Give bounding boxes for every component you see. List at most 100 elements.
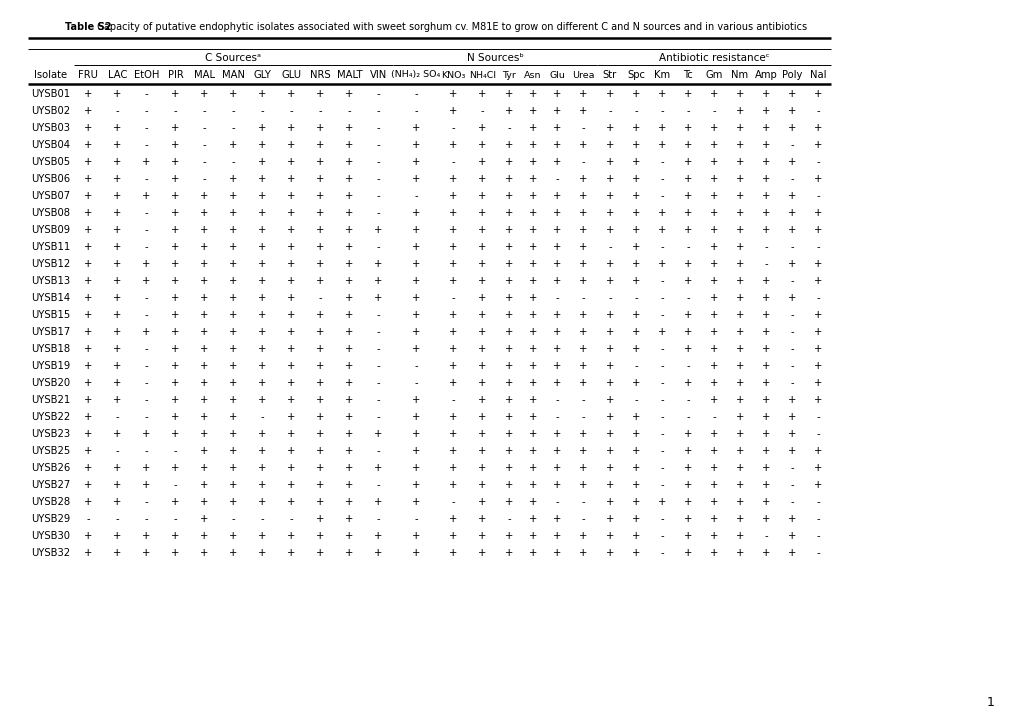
- Text: -: -: [634, 361, 637, 371]
- Text: -: -: [634, 395, 637, 405]
- Text: +: +: [412, 463, 420, 473]
- Text: +: +: [478, 395, 486, 405]
- Text: -: -: [790, 463, 793, 473]
- Text: -: -: [815, 548, 819, 558]
- Text: +: +: [316, 361, 324, 371]
- Text: +: +: [631, 208, 640, 218]
- Text: +: +: [761, 548, 769, 558]
- Text: +: +: [316, 140, 324, 150]
- Text: +: +: [761, 310, 769, 320]
- Text: +: +: [605, 310, 613, 320]
- Text: +: +: [504, 548, 513, 558]
- Text: +: +: [813, 140, 821, 150]
- Text: +: +: [504, 242, 513, 252]
- Text: +: +: [709, 123, 717, 133]
- Text: +: +: [200, 531, 209, 541]
- Text: -: -: [686, 242, 689, 252]
- Text: -: -: [145, 89, 148, 99]
- Text: +: +: [528, 242, 537, 252]
- Text: +: +: [761, 327, 769, 337]
- Text: +: +: [787, 446, 796, 456]
- Text: +: +: [813, 463, 821, 473]
- Text: +: +: [478, 480, 486, 490]
- Text: -: -: [659, 242, 663, 252]
- Text: -: -: [659, 276, 663, 286]
- Text: C Sourcesᵃ: C Sourcesᵃ: [205, 53, 261, 63]
- Text: -: -: [686, 293, 689, 303]
- Text: +: +: [200, 361, 209, 371]
- Text: -: -: [581, 123, 584, 133]
- Text: +: +: [143, 259, 151, 269]
- Text: +: +: [504, 140, 513, 150]
- Text: +: +: [709, 276, 717, 286]
- Text: +: +: [85, 531, 93, 541]
- Text: +: +: [657, 259, 665, 269]
- Text: -: -: [790, 378, 793, 388]
- Text: +: +: [683, 480, 692, 490]
- Text: UYSB11: UYSB11: [32, 242, 70, 252]
- Text: -: -: [318, 106, 322, 116]
- Text: UYSB06: UYSB06: [32, 174, 70, 184]
- Text: NH₄Cl: NH₄Cl: [469, 71, 495, 79]
- Text: +: +: [683, 463, 692, 473]
- Text: +: +: [449, 327, 458, 337]
- Text: +: +: [316, 378, 324, 388]
- Text: +: +: [787, 412, 796, 422]
- Text: -: -: [231, 106, 235, 116]
- Text: -: -: [376, 446, 380, 456]
- Text: +: +: [200, 344, 209, 354]
- Text: Gm: Gm: [704, 70, 722, 80]
- Text: +: +: [85, 191, 93, 201]
- Text: +: +: [229, 344, 237, 354]
- Text: -: -: [686, 395, 689, 405]
- Text: GLU: GLU: [281, 70, 302, 80]
- Text: UYSB14: UYSB14: [32, 293, 70, 303]
- Text: +: +: [657, 89, 665, 99]
- Text: +: +: [412, 140, 420, 150]
- Text: +: +: [345, 208, 354, 218]
- Text: +: +: [287, 225, 296, 235]
- Text: UYSB21: UYSB21: [32, 395, 70, 405]
- Text: +: +: [761, 446, 769, 456]
- Text: +: +: [478, 191, 486, 201]
- Text: -: -: [451, 293, 454, 303]
- Text: +: +: [631, 225, 640, 235]
- Text: +: +: [229, 378, 237, 388]
- Text: +: +: [504, 293, 513, 303]
- Text: +: +: [683, 140, 692, 150]
- Text: +: +: [258, 327, 266, 337]
- Text: +: +: [258, 242, 266, 252]
- Text: UYSB20: UYSB20: [32, 378, 70, 388]
- Text: +: +: [478, 123, 486, 133]
- Text: +: +: [552, 191, 560, 201]
- Text: +: +: [813, 259, 821, 269]
- Text: +: +: [374, 276, 382, 286]
- Text: -: -: [554, 174, 558, 184]
- Text: +: +: [528, 412, 537, 422]
- Text: -: -: [376, 514, 380, 524]
- Text: +: +: [85, 140, 93, 150]
- Text: -: -: [414, 378, 418, 388]
- Text: +: +: [345, 395, 354, 405]
- Text: +: +: [287, 293, 296, 303]
- Text: +: +: [85, 157, 93, 167]
- Text: +: +: [709, 429, 717, 439]
- Text: -: -: [414, 191, 418, 201]
- Text: -: -: [659, 531, 663, 541]
- Text: +: +: [478, 225, 486, 235]
- Text: GLY: GLY: [254, 70, 271, 80]
- Text: +: +: [578, 446, 587, 456]
- Text: +: +: [552, 531, 560, 541]
- Text: +: +: [504, 531, 513, 541]
- Text: +: +: [528, 344, 537, 354]
- Text: +: +: [171, 208, 179, 218]
- Text: +: +: [813, 310, 821, 320]
- Text: Str: Str: [602, 70, 616, 80]
- Text: +: +: [761, 344, 769, 354]
- Text: +: +: [171, 157, 179, 167]
- Text: -: -: [506, 514, 511, 524]
- Text: +: +: [316, 395, 324, 405]
- Text: +: +: [143, 157, 151, 167]
- Text: +: +: [528, 140, 537, 150]
- Text: +: +: [735, 140, 744, 150]
